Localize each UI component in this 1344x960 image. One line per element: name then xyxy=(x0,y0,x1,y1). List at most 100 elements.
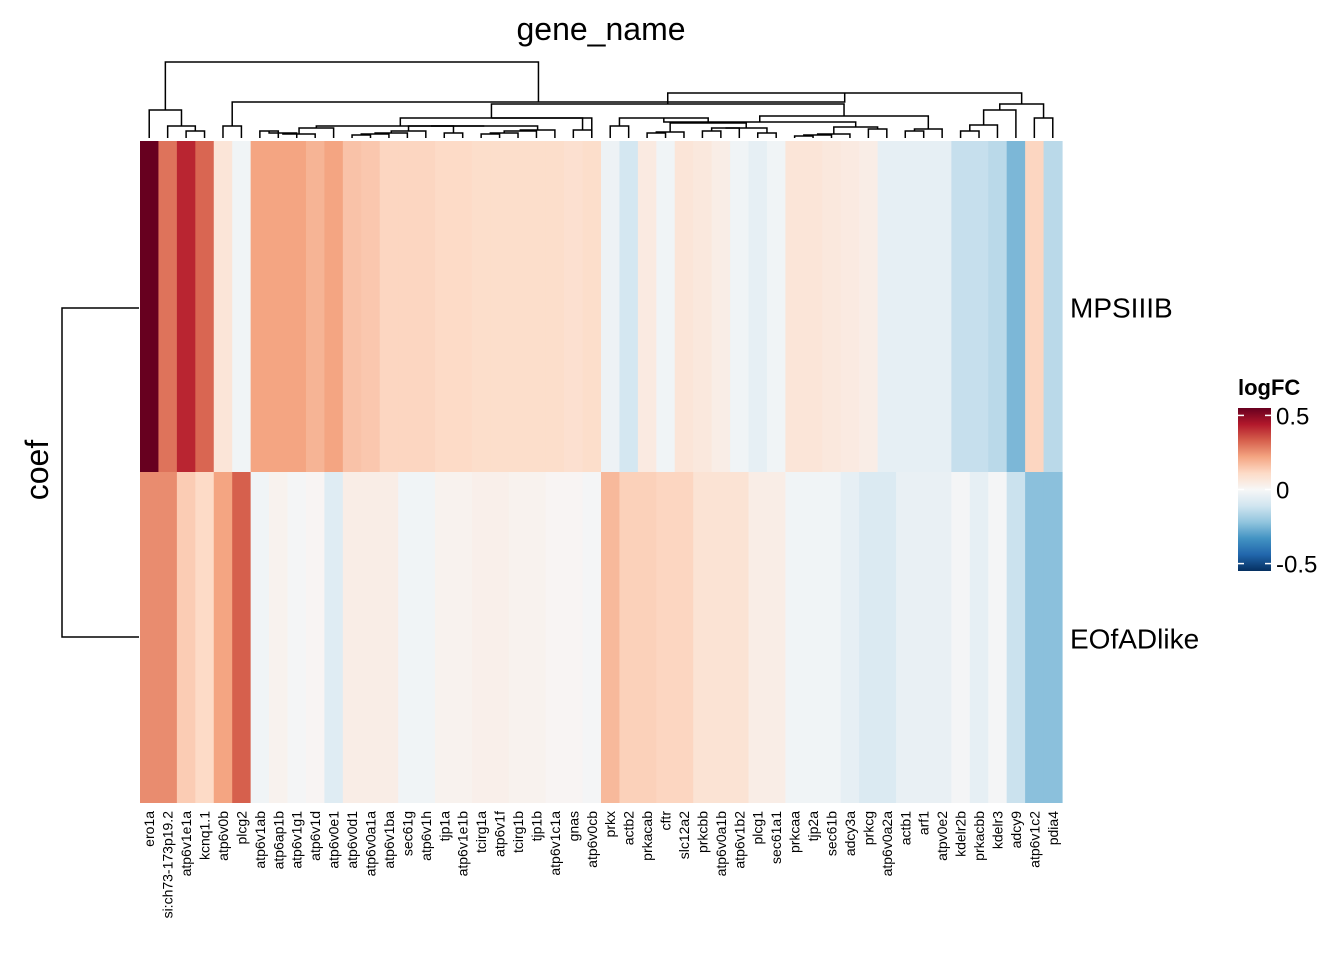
column-label: arf1 xyxy=(916,811,932,835)
column-label: tcirg1a xyxy=(473,811,489,853)
column-label: kdelr2b xyxy=(953,811,969,857)
dendrogram-link xyxy=(793,135,814,138)
heatmap-cell xyxy=(932,141,952,472)
legend-tick-label: 0 xyxy=(1276,478,1289,505)
heatmap-cell xyxy=(508,141,528,472)
dendrogram-link xyxy=(489,132,519,138)
column-label: kcnq1.1 xyxy=(197,811,213,860)
heatmap-cell xyxy=(1006,141,1026,472)
heatmap-cell xyxy=(730,472,750,803)
heatmap-cell xyxy=(822,141,842,472)
column-label: prkcg xyxy=(860,811,876,845)
heatmap-cell xyxy=(471,472,491,803)
heatmap-cell xyxy=(914,141,934,472)
column-label: plcg1 xyxy=(750,811,766,845)
heatmap-cell xyxy=(674,141,694,472)
heatmap-cell xyxy=(195,472,215,803)
heatmap-cell xyxy=(637,141,657,472)
heatmap-cell xyxy=(619,141,639,472)
column-label: sec61g xyxy=(399,811,415,856)
dendrogram-link xyxy=(222,125,243,138)
heatmap-cell xyxy=(250,141,270,472)
dendrogram-link xyxy=(491,117,593,138)
heatmap-cell xyxy=(693,472,713,803)
heatmap-cell xyxy=(896,141,916,472)
column-label: prkcbb xyxy=(694,811,710,853)
heatmap-cells xyxy=(140,141,1063,803)
column-label: atp6v1h xyxy=(418,811,434,861)
column-label: atp6v0a2a xyxy=(879,811,895,877)
column-label: atp6v1ba xyxy=(381,811,397,869)
dendrogram-link xyxy=(399,117,584,130)
column-label: tjp1a xyxy=(436,811,452,842)
dendrogram-link xyxy=(816,133,851,138)
column-labels: ero1a si:ch73-173p19.2 atp6v1e1a kcnq1.1 atp… xyxy=(141,811,1061,919)
heatmap-cell xyxy=(656,141,676,472)
column-label: slc12a2 xyxy=(676,811,692,859)
row-labels: MPSIIIB EOfADlike xyxy=(1070,293,1199,655)
heatmap-cell xyxy=(877,472,897,803)
heatmap-cell xyxy=(232,472,252,803)
column-label: tjp1b xyxy=(528,811,544,842)
row-dendrogram-link xyxy=(61,307,139,638)
heatmap-cell xyxy=(951,472,971,803)
legend-ticks: 0.5 0 -0.5 xyxy=(1238,403,1317,579)
heatmap-cell xyxy=(969,472,989,803)
heatmap-cell xyxy=(766,141,786,472)
column-label: cftr xyxy=(658,811,674,831)
column-label: adcy3a xyxy=(842,811,858,856)
column-label: pdia4 xyxy=(1045,811,1061,845)
heatmap-cell xyxy=(711,141,731,472)
heatmap-cell xyxy=(379,472,399,803)
heatmap-cell xyxy=(342,141,362,472)
dendrogram-link xyxy=(315,125,485,128)
heatmap-cell xyxy=(453,472,473,803)
dendrogram-link xyxy=(298,127,335,138)
heatmap-cell xyxy=(416,141,436,472)
heatmap-cell xyxy=(785,472,805,803)
column-label: atp6v0a1a xyxy=(363,811,379,877)
heatmap-cell xyxy=(398,472,418,803)
dendrogram-link xyxy=(166,125,197,138)
heatmap-cell xyxy=(435,141,455,472)
heatmap-cell xyxy=(840,141,860,472)
heatmap-cell xyxy=(601,141,621,472)
row-dendrogram xyxy=(61,307,139,638)
dendrogram-link xyxy=(443,132,464,138)
color-legend: logFC 0.5 0 -0.5 xyxy=(1238,375,1317,579)
heatmap-cell xyxy=(158,141,178,472)
heatmap-cell xyxy=(619,472,639,803)
dendrogram-link xyxy=(999,103,1045,118)
heatmap-cell xyxy=(766,472,786,803)
heatmap-cell xyxy=(988,141,1008,472)
heatmap-cell xyxy=(1043,141,1063,472)
dendrogram-link xyxy=(833,126,879,134)
heatmap-cell xyxy=(158,472,178,803)
legend-tick-label: 0.5 xyxy=(1276,403,1309,430)
heatmap-cell xyxy=(361,141,381,472)
column-label: atp6v0e1 xyxy=(326,811,342,869)
heatmap-cell xyxy=(951,141,971,472)
dendrogram-link xyxy=(480,133,501,138)
heatmap-cell xyxy=(748,472,768,803)
heatmap-cell xyxy=(398,141,418,472)
heatmap-cell xyxy=(896,472,916,803)
heatmap-cell xyxy=(471,141,491,472)
column-label: actb2 xyxy=(621,811,637,845)
dendrogram-link xyxy=(360,133,390,138)
column-label: actb1 xyxy=(897,811,913,845)
heatmap-cell xyxy=(342,472,362,803)
heatmap-cell xyxy=(545,472,565,803)
column-label: atp6v1g1 xyxy=(289,811,305,869)
legend-title: logFC xyxy=(1238,375,1300,400)
dendrogram-link xyxy=(701,130,722,138)
dendrogram-link xyxy=(164,61,540,110)
heatmap-cell xyxy=(545,141,565,472)
column-label: atp6v1c1a xyxy=(547,811,563,876)
heatmap-cell xyxy=(1025,141,1045,472)
heatmap-cell xyxy=(822,472,842,803)
heatmap-cell xyxy=(269,141,289,472)
heatmap-cell xyxy=(416,472,436,803)
column-label: kdelr3 xyxy=(989,811,1005,849)
heatmap-cell xyxy=(601,472,621,803)
